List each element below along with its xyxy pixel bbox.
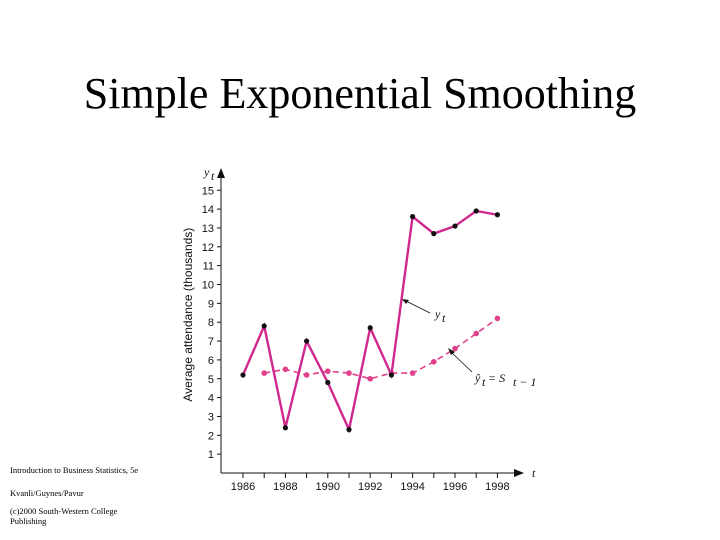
actual-point <box>410 214 416 220</box>
smoothed-point <box>303 372 310 378</box>
y-tick-label: 13 <box>202 223 214 235</box>
smoothed-series-label-subscript: t <box>482 375 486 389</box>
actual-series-label: y <box>434 307 441 321</box>
x-tick-label: 1990 <box>316 481 340 493</box>
x-tick-label: 1998 <box>485 481 509 493</box>
smoothed-series-line <box>264 317 498 380</box>
y-tick-label: 9 <box>208 298 214 310</box>
x-tick-label: 1994 <box>400 481 424 493</box>
y-tick-label: 1 <box>208 449 214 461</box>
actual-point <box>473 208 479 214</box>
y-axis-symbol-subscript: t <box>211 169 215 183</box>
y-tick-label: 11 <box>203 261 214 273</box>
y-tick-label: 4 <box>208 393 214 405</box>
actual-point <box>346 427 352 433</box>
footer-line-authors: Kvanli/Guynes/Pavur <box>10 488 84 498</box>
x-axis-label: t <box>532 466 536 480</box>
smoothed-point <box>473 330 480 337</box>
smoothed-point <box>494 315 501 322</box>
actual-point <box>431 231 437 237</box>
smoothed-point <box>409 370 416 376</box>
actual-point <box>282 425 288 431</box>
y-tick-label: 2 <box>208 430 214 442</box>
smoothed-point <box>346 370 352 376</box>
smoothed-series-label-equation-subscript: t − 1 <box>513 375 536 389</box>
y-tick-label: 8 <box>208 317 214 329</box>
smoothed-point <box>431 358 437 365</box>
slide-title: Simple Exponential Smoothing <box>83 69 637 118</box>
y-tick-label: 3 <box>208 411 214 423</box>
y-tick-label: 10 <box>202 280 214 292</box>
y-tick-label: 6 <box>208 355 214 367</box>
x-tick-label: 1996 <box>443 481 467 493</box>
smoothed-annotation-leader <box>449 350 473 373</box>
footer-line-copyright: (c)2000 South-Western College <box>10 506 118 516</box>
y-tick-label: 15 <box>202 185 214 197</box>
smoothed-point <box>367 375 374 382</box>
x-tick-label: 1986 <box>231 481 255 493</box>
actual-point <box>304 338 310 344</box>
smoothed-point <box>452 345 458 352</box>
actual-point <box>261 323 267 329</box>
actual-series-line <box>241 209 498 434</box>
smoothed-point <box>261 370 268 376</box>
smoothed-point <box>282 366 289 373</box>
actual-point <box>325 379 331 386</box>
smoothed-annotation-arrowhead <box>448 348 455 355</box>
actual-annotation-leader <box>403 299 431 314</box>
actual-annotation-arrowhead <box>402 299 409 304</box>
y-axis-symbol: y <box>203 165 210 179</box>
footer-line-course: Introduction to Business Statistics, 5e <box>10 465 139 475</box>
actual-point <box>240 372 246 378</box>
x-tick-label: 1988 <box>273 481 297 493</box>
actual-series-label-subscript: t <box>442 311 446 325</box>
smoothed-series-label: ŷ <box>474 371 481 385</box>
y-tick-label: 7 <box>208 336 214 348</box>
smoothed-series-label-equation: = S <box>488 371 505 385</box>
actual-point <box>388 372 394 378</box>
actual-point <box>367 325 373 331</box>
y-axis-label: Average attendance (thousands) <box>181 228 195 402</box>
actual-point <box>494 212 500 218</box>
y-tick-label: 5 <box>208 374 214 386</box>
y-axis-arrow <box>217 168 225 178</box>
actual-point <box>452 223 458 229</box>
x-tick-label: 1992 <box>358 481 382 493</box>
x-axis-arrow <box>514 469 524 477</box>
y-tick-label: 14 <box>202 204 214 216</box>
y-tick-label: 12 <box>202 242 214 254</box>
footer-line-publisher: Publishing <box>10 516 47 526</box>
smoothed-point <box>325 368 331 375</box>
